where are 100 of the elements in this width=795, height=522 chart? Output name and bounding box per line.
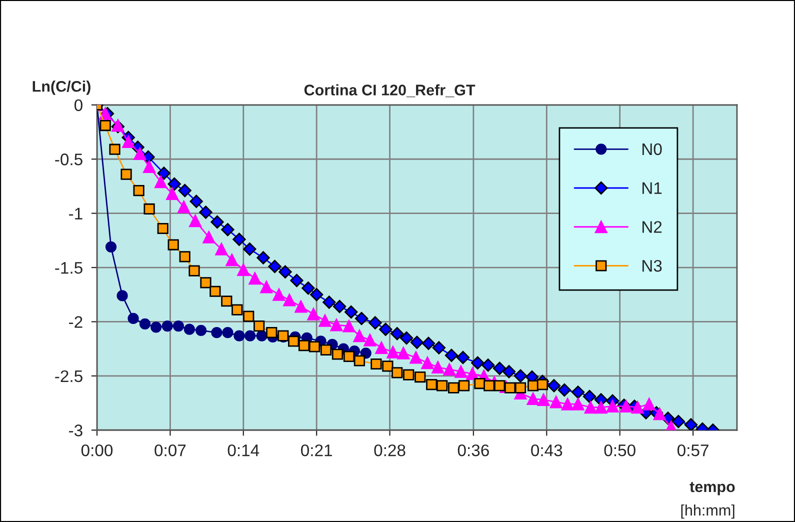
y-tick-label: -2.5 bbox=[55, 370, 82, 382]
point bbox=[232, 304, 243, 316]
point bbox=[364, 334, 376, 346]
point bbox=[458, 380, 470, 392]
point bbox=[248, 272, 262, 285]
point bbox=[484, 380, 495, 392]
x-tick-label: 0:07 bbox=[154, 444, 186, 456]
point bbox=[234, 330, 245, 342]
point bbox=[243, 242, 256, 256]
point bbox=[456, 350, 470, 364]
point bbox=[178, 184, 192, 198]
point bbox=[410, 336, 424, 349]
point bbox=[414, 371, 426, 383]
point bbox=[99, 107, 112, 120]
point bbox=[139, 318, 151, 330]
point bbox=[400, 331, 414, 345]
point bbox=[211, 327, 222, 338]
point bbox=[672, 414, 685, 428]
point bbox=[272, 288, 286, 301]
legend-label: N1 bbox=[642, 182, 662, 194]
point bbox=[606, 400, 619, 413]
point bbox=[354, 312, 368, 326]
point bbox=[368, 316, 382, 330]
point bbox=[318, 314, 332, 327]
point bbox=[157, 166, 171, 180]
point bbox=[482, 358, 495, 372]
point bbox=[143, 160, 156, 173]
y-tick-label: -3 bbox=[69, 424, 82, 436]
point bbox=[190, 194, 203, 208]
point bbox=[278, 265, 292, 278]
point bbox=[100, 120, 111, 132]
chart-title: Cortina CI 120_Refr_GT bbox=[304, 84, 476, 98]
point bbox=[310, 288, 324, 302]
point bbox=[268, 260, 282, 274]
point bbox=[283, 294, 296, 306]
point bbox=[502, 365, 516, 378]
text: [hh:mm] bbox=[681, 504, 734, 519]
point bbox=[109, 144, 120, 155]
x-tick-label: 0:00 bbox=[81, 444, 113, 456]
point bbox=[547, 379, 561, 392]
x-tick-label: 0:50 bbox=[604, 444, 636, 456]
point bbox=[582, 390, 596, 404]
point bbox=[322, 296, 336, 309]
point bbox=[330, 318, 343, 332]
legend-label: N3 bbox=[642, 260, 662, 272]
y-tick-label: -2 bbox=[69, 316, 82, 328]
point bbox=[392, 367, 403, 378]
point bbox=[288, 336, 300, 347]
point bbox=[537, 394, 550, 406]
point bbox=[243, 310, 254, 322]
point bbox=[290, 274, 304, 288]
x-tick-label: 0:21 bbox=[301, 444, 332, 456]
point bbox=[294, 300, 308, 313]
point bbox=[195, 324, 207, 336]
point bbox=[353, 330, 366, 342]
y-axis-title: Ln(C/Ci) bbox=[32, 80, 90, 95]
point bbox=[642, 398, 656, 410]
point bbox=[226, 254, 238, 266]
point bbox=[154, 176, 168, 188]
point bbox=[178, 200, 190, 214]
y-tick-label: -0.5 bbox=[55, 154, 82, 166]
point bbox=[631, 401, 644, 414]
point bbox=[375, 341, 388, 354]
y-tick-label: 0 bbox=[74, 99, 82, 112]
point bbox=[105, 241, 117, 252]
point bbox=[144, 203, 155, 215]
point bbox=[232, 232, 246, 246]
point bbox=[200, 277, 212, 288]
point bbox=[168, 239, 179, 250]
point bbox=[594, 401, 608, 414]
point bbox=[256, 251, 270, 264]
point bbox=[386, 346, 400, 358]
point bbox=[454, 365, 468, 378]
point bbox=[653, 408, 666, 420]
point bbox=[397, 346, 410, 360]
point bbox=[179, 251, 190, 262]
point bbox=[221, 296, 232, 307]
point bbox=[128, 312, 139, 324]
point bbox=[184, 324, 195, 335]
legend-label: N2 bbox=[642, 221, 662, 233]
point bbox=[308, 341, 320, 352]
y-tick-label: -1.5 bbox=[55, 262, 82, 274]
point bbox=[157, 222, 168, 234]
point bbox=[536, 379, 548, 390]
point bbox=[120, 168, 132, 180]
y-tick-label: -1 bbox=[69, 208, 82, 220]
point bbox=[443, 363, 456, 376]
point bbox=[390, 327, 404, 340]
point bbox=[436, 380, 448, 392]
point bbox=[199, 206, 212, 219]
point bbox=[432, 361, 444, 374]
x-tick-label: 0:43 bbox=[531, 444, 562, 456]
point bbox=[210, 215, 224, 229]
point bbox=[354, 355, 366, 366]
point bbox=[550, 396, 562, 408]
point bbox=[422, 336, 436, 350]
x-tick-label: 0:57 bbox=[677, 444, 708, 456]
point bbox=[514, 369, 528, 383]
point bbox=[162, 320, 173, 332]
point bbox=[403, 369, 414, 380]
